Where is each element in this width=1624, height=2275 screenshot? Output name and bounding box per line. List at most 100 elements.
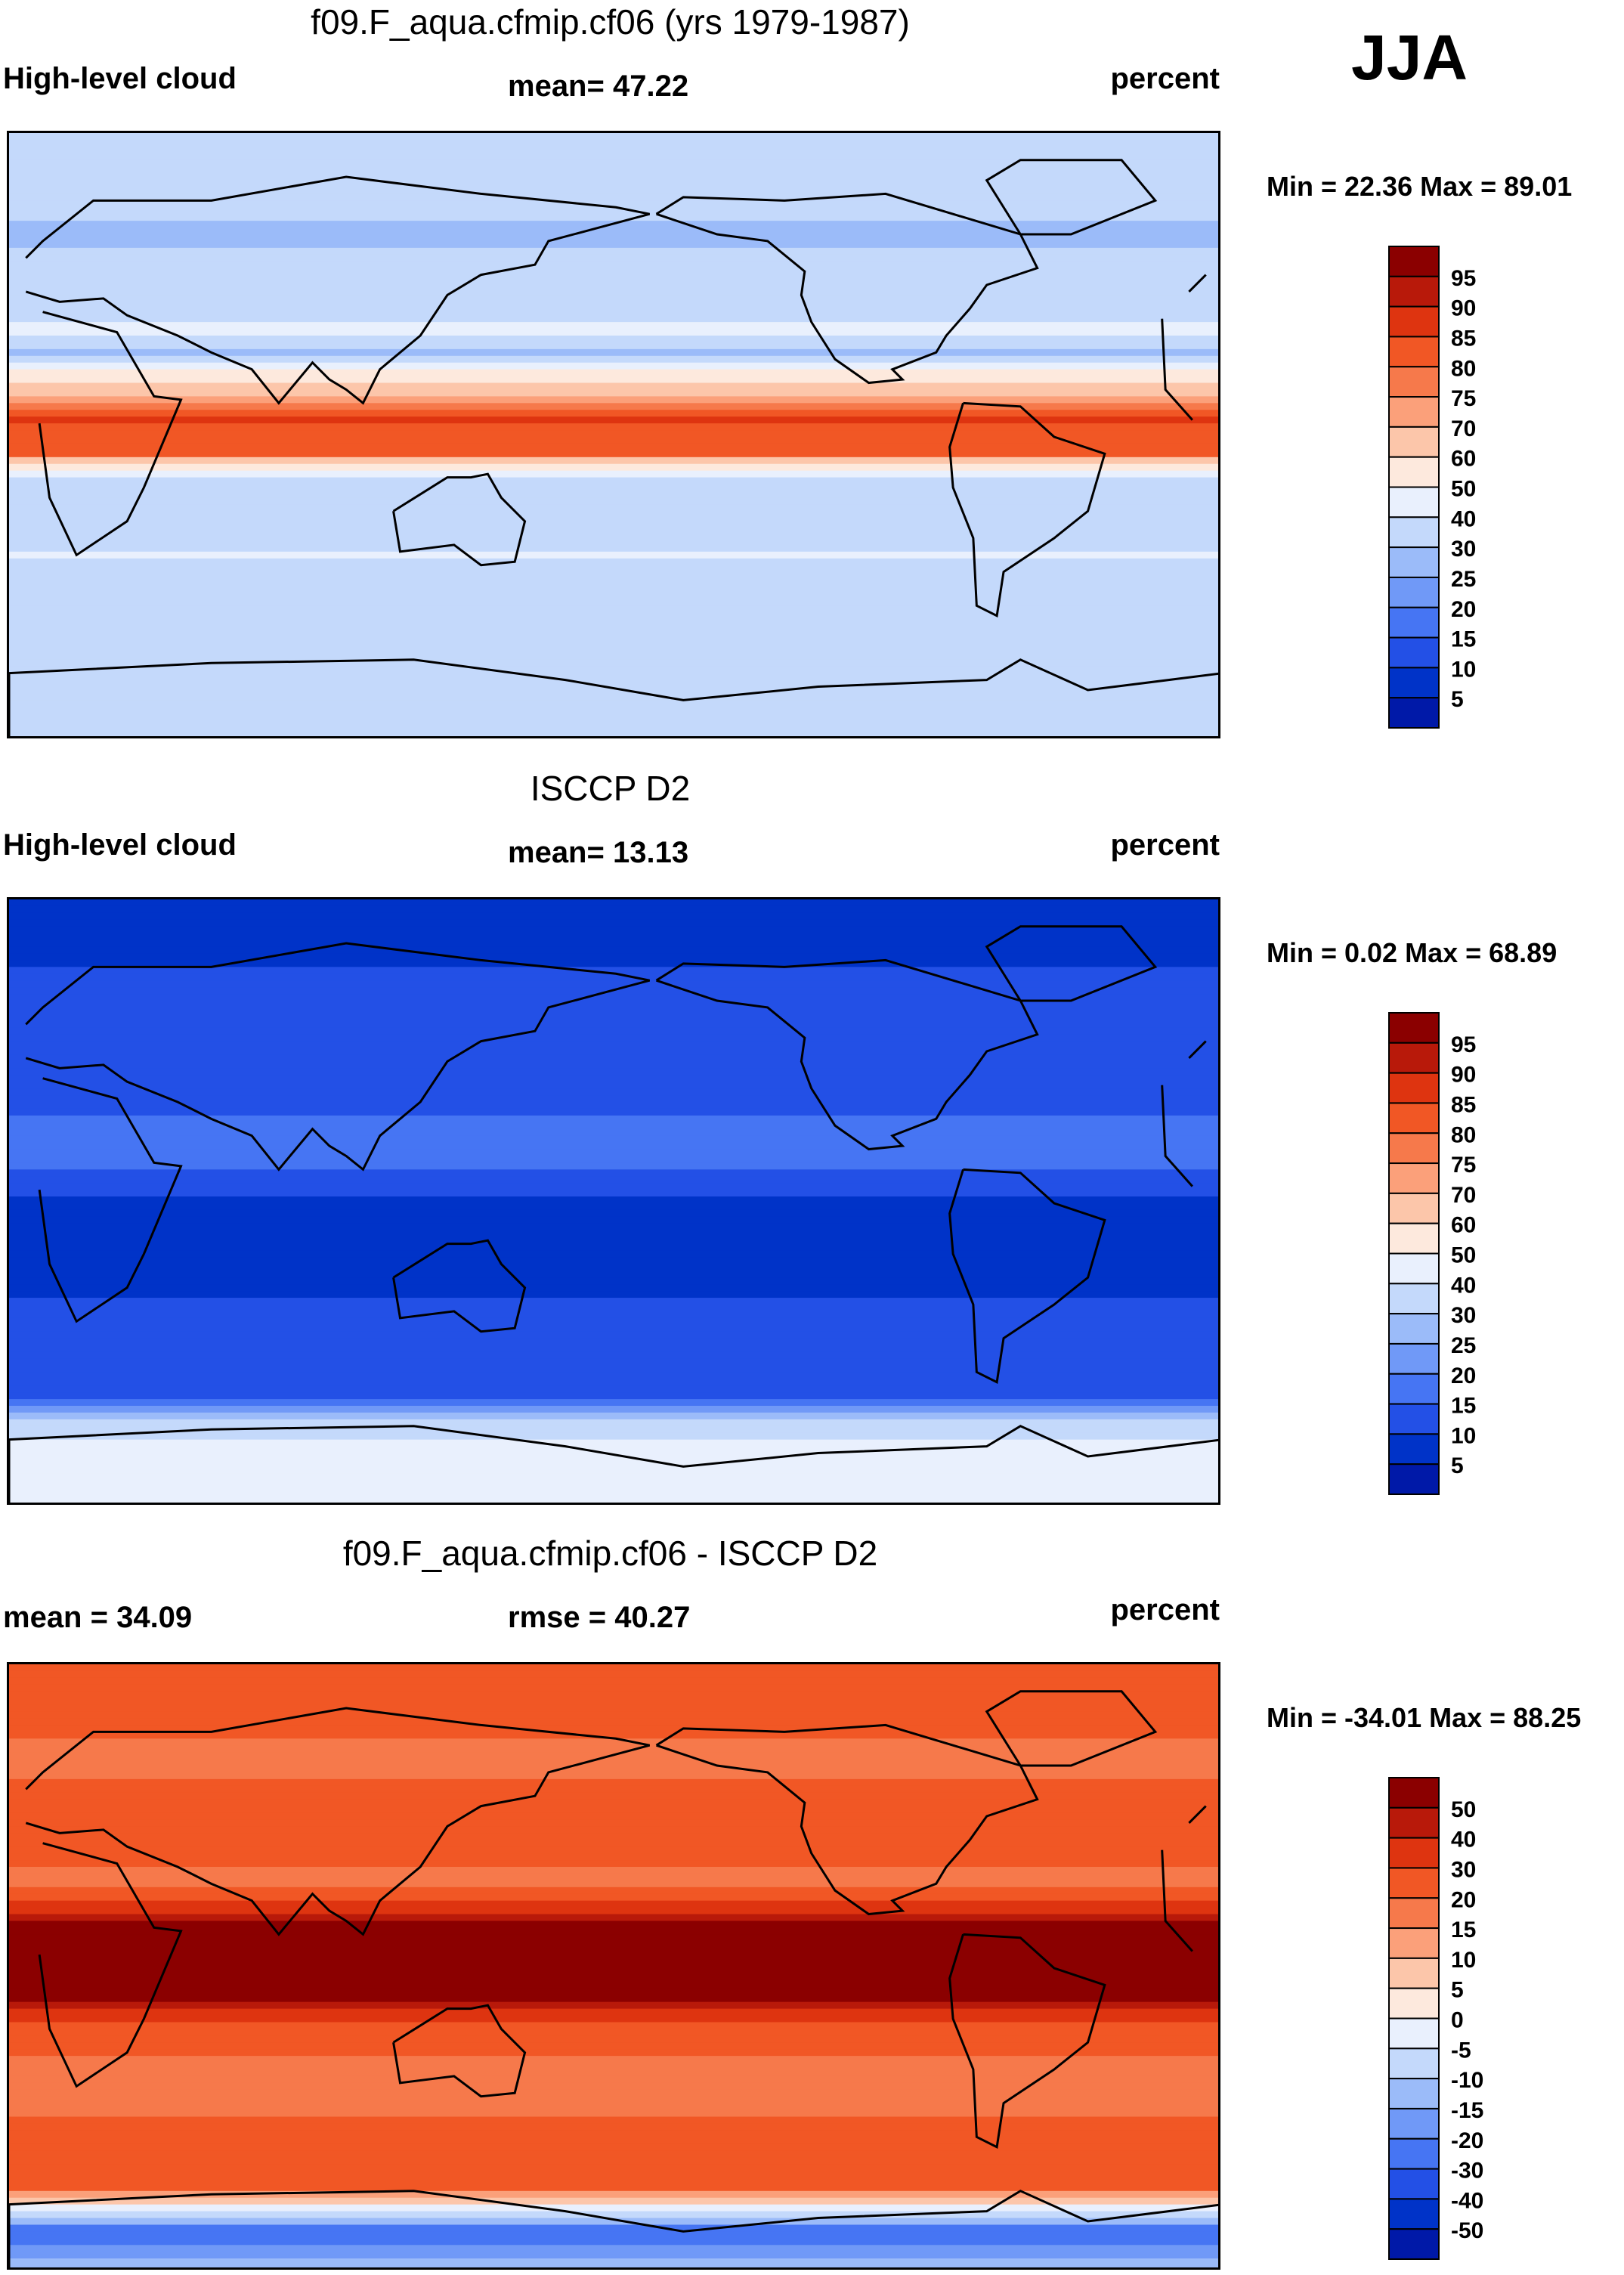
colorbar-box	[1388, 2107, 1440, 2140]
field-bands	[9, 899, 1218, 1503]
field-band	[9, 720, 1218, 729]
field-band	[9, 457, 1218, 465]
field-band	[9, 1691, 1218, 1699]
field-band	[9, 1358, 1218, 1367]
field-band	[9, 430, 1218, 438]
field-band	[9, 1453, 1218, 1461]
field-band	[9, 1968, 1218, 1976]
field-band	[9, 1277, 1218, 1286]
field-band	[9, 1156, 1218, 1164]
units-label: percent	[1110, 62, 1220, 95]
field-band	[9, 2109, 1218, 2118]
field-band	[9, 1311, 1218, 1319]
field-band	[9, 322, 1218, 330]
field-band	[9, 551, 1218, 559]
field-band	[9, 1102, 1218, 1110]
colorbar-box	[1388, 2168, 1440, 2200]
units-label: percent	[1110, 1593, 1220, 1627]
field-band	[9, 1399, 1218, 1407]
field-band	[9, 585, 1218, 593]
field-band	[9, 1298, 1218, 1305]
field-band	[9, 342, 1218, 350]
field-band	[9, 2245, 1218, 2253]
field-band	[9, 2069, 1218, 2077]
map-field	[9, 1664, 1218, 2267]
colorbar-tick-label: 85	[1451, 326, 1476, 351]
field-band	[9, 133, 1218, 141]
field-band	[9, 1880, 1218, 1888]
field-band	[9, 396, 1218, 404]
coastline-greenland	[985, 925, 1158, 1002]
field-band	[9, 912, 1218, 921]
field-band	[9, 659, 1218, 667]
colorbar-box	[1388, 486, 1440, 518]
colorbar-tick-label: 0	[1451, 2008, 1464, 2033]
field-band	[9, 1041, 1218, 1049]
field-band	[9, 1493, 1218, 1502]
field-band	[9, 1061, 1218, 1069]
field-band	[9, 1365, 1218, 1373]
field-band	[9, 2116, 1218, 2125]
field-band	[9, 673, 1218, 681]
field-band	[9, 919, 1218, 927]
field-band	[9, 1230, 1218, 1238]
field-band	[9, 261, 1218, 269]
field-band	[9, 1196, 1218, 1204]
field-band	[9, 336, 1218, 343]
field-band	[9, 389, 1218, 398]
field-band	[9, 1122, 1218, 1130]
field-band	[9, 1941, 1218, 1949]
field-band	[9, 166, 1218, 175]
field-band	[9, 1385, 1218, 1394]
field-band	[9, 2008, 1218, 2017]
field-band	[9, 612, 1218, 621]
mean-label: mean= 13.13	[508, 836, 689, 869]
colorbar-box	[1388, 1252, 1440, 1285]
field-band	[9, 2190, 1218, 2199]
field-band	[9, 1324, 1218, 1332]
field-band	[9, 1846, 1218, 1855]
colorbar-tick-label: 5	[1451, 1453, 1464, 1478]
colorbar-tick-label: -40	[1451, 2188, 1483, 2213]
field-band	[9, 2049, 1218, 2057]
field-band	[9, 463, 1218, 472]
field-band	[9, 288, 1218, 296]
field-band	[9, 2089, 1218, 2097]
field-band	[9, 1108, 1218, 1116]
coastline-greenland	[985, 1690, 1158, 1767]
colorbar-box	[1388, 1897, 1440, 1930]
colorbar-tick-label: -15	[1451, 2098, 1483, 2123]
field-band	[9, 416, 1218, 425]
field-band	[9, 1860, 1218, 1868]
colorbar-box	[1388, 667, 1440, 699]
field-band	[9, 1684, 1218, 1692]
colorbar-box	[1388, 1072, 1440, 1104]
colorbar-tick-label: 30	[1451, 537, 1476, 562]
field-band	[9, 403, 1218, 411]
colorbar-tick-label: 30	[1451, 1857, 1476, 1882]
field-band	[9, 2204, 1218, 2212]
field-band	[9, 1419, 1218, 1427]
field-band	[9, 1981, 1218, 1989]
field-band	[9, 329, 1218, 336]
colorbar-box	[1388, 426, 1440, 458]
map-plot	[7, 131, 1220, 738]
field-band	[9, 1162, 1218, 1171]
coastline-europe-asia	[25, 942, 1207, 1172]
field-band	[9, 1142, 1218, 1150]
field-band	[9, 1048, 1218, 1056]
field-band	[9, 2177, 1218, 2185]
field-band	[9, 1446, 1218, 1454]
colorbar-tick-label: 20	[1451, 1887, 1476, 1912]
field-band	[9, 437, 1218, 444]
field-band	[9, 727, 1218, 735]
field-band	[9, 2238, 1218, 2246]
colorbar-box	[1388, 275, 1440, 308]
field-band	[9, 308, 1218, 317]
field-band	[9, 1345, 1218, 1353]
panel-title: f09.F_aqua.cfmip.cf06 (yrs 1979-1987)	[311, 2, 910, 42]
coastline-australia	[392, 472, 527, 567]
field-band	[9, 899, 1218, 907]
field-band	[9, 355, 1218, 364]
field-band	[9, 1054, 1218, 1063]
